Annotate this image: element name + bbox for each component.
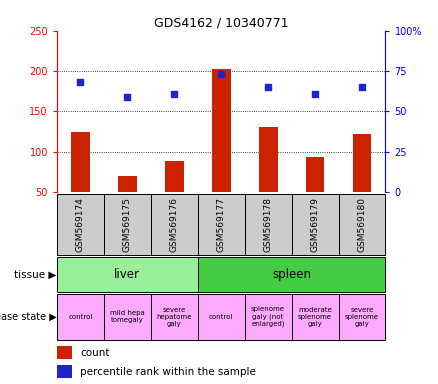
Text: GSM569174: GSM569174 bbox=[76, 197, 85, 252]
Bar bbox=[353, 134, 371, 192]
Bar bbox=[57, 194, 104, 255]
Text: count: count bbox=[80, 348, 110, 358]
Text: tissue ▶: tissue ▶ bbox=[14, 270, 57, 280]
Text: severe
hepatome
galy: severe hepatome galy bbox=[156, 307, 192, 327]
Bar bbox=[292, 194, 339, 255]
Bar bbox=[104, 294, 151, 340]
Point bbox=[311, 91, 318, 97]
Bar bbox=[151, 194, 198, 255]
Bar bbox=[71, 132, 90, 192]
Text: GSM569175: GSM569175 bbox=[123, 197, 132, 252]
Bar bbox=[245, 294, 292, 340]
Bar bbox=[339, 294, 385, 340]
Bar bbox=[212, 70, 230, 192]
Bar bbox=[57, 257, 198, 292]
Bar bbox=[306, 157, 325, 192]
Bar bbox=[292, 294, 339, 340]
Text: percentile rank within the sample: percentile rank within the sample bbox=[80, 367, 256, 377]
Text: GSM569180: GSM569180 bbox=[357, 197, 367, 252]
Point bbox=[124, 94, 131, 100]
Point bbox=[77, 79, 84, 85]
Bar bbox=[198, 294, 245, 340]
Point bbox=[218, 71, 225, 77]
Text: spleen: spleen bbox=[272, 268, 311, 281]
Text: disease state ▶: disease state ▶ bbox=[0, 312, 57, 322]
Point bbox=[358, 84, 365, 90]
Text: splenome
galy (not
enlarged): splenome galy (not enlarged) bbox=[251, 306, 285, 327]
Text: GSM569178: GSM569178 bbox=[264, 197, 272, 252]
Text: control: control bbox=[209, 314, 233, 320]
Text: mild hepa
tomegaly: mild hepa tomegaly bbox=[110, 310, 145, 323]
Text: control: control bbox=[68, 314, 92, 320]
Title: GDS4162 / 10340771: GDS4162 / 10340771 bbox=[154, 17, 289, 30]
Bar bbox=[118, 176, 137, 192]
Bar bbox=[245, 194, 292, 255]
Point bbox=[171, 91, 178, 97]
Text: liver: liver bbox=[114, 268, 140, 281]
Text: moderate
splenome
galy: moderate splenome galy bbox=[298, 307, 332, 327]
Bar bbox=[57, 294, 104, 340]
Bar bbox=[198, 257, 385, 292]
Bar bbox=[104, 194, 151, 255]
Bar bbox=[259, 127, 278, 192]
Text: GSM569176: GSM569176 bbox=[170, 197, 179, 252]
Point bbox=[265, 84, 272, 90]
Bar bbox=[57, 365, 72, 378]
Bar bbox=[339, 194, 385, 255]
Bar bbox=[198, 194, 245, 255]
Bar bbox=[165, 161, 184, 192]
Text: GSM569179: GSM569179 bbox=[311, 197, 320, 252]
Text: GSM569177: GSM569177 bbox=[217, 197, 226, 252]
Text: severe
splenome
galy: severe splenome galy bbox=[345, 307, 379, 327]
Bar bbox=[57, 346, 72, 359]
Bar bbox=[151, 294, 198, 340]
